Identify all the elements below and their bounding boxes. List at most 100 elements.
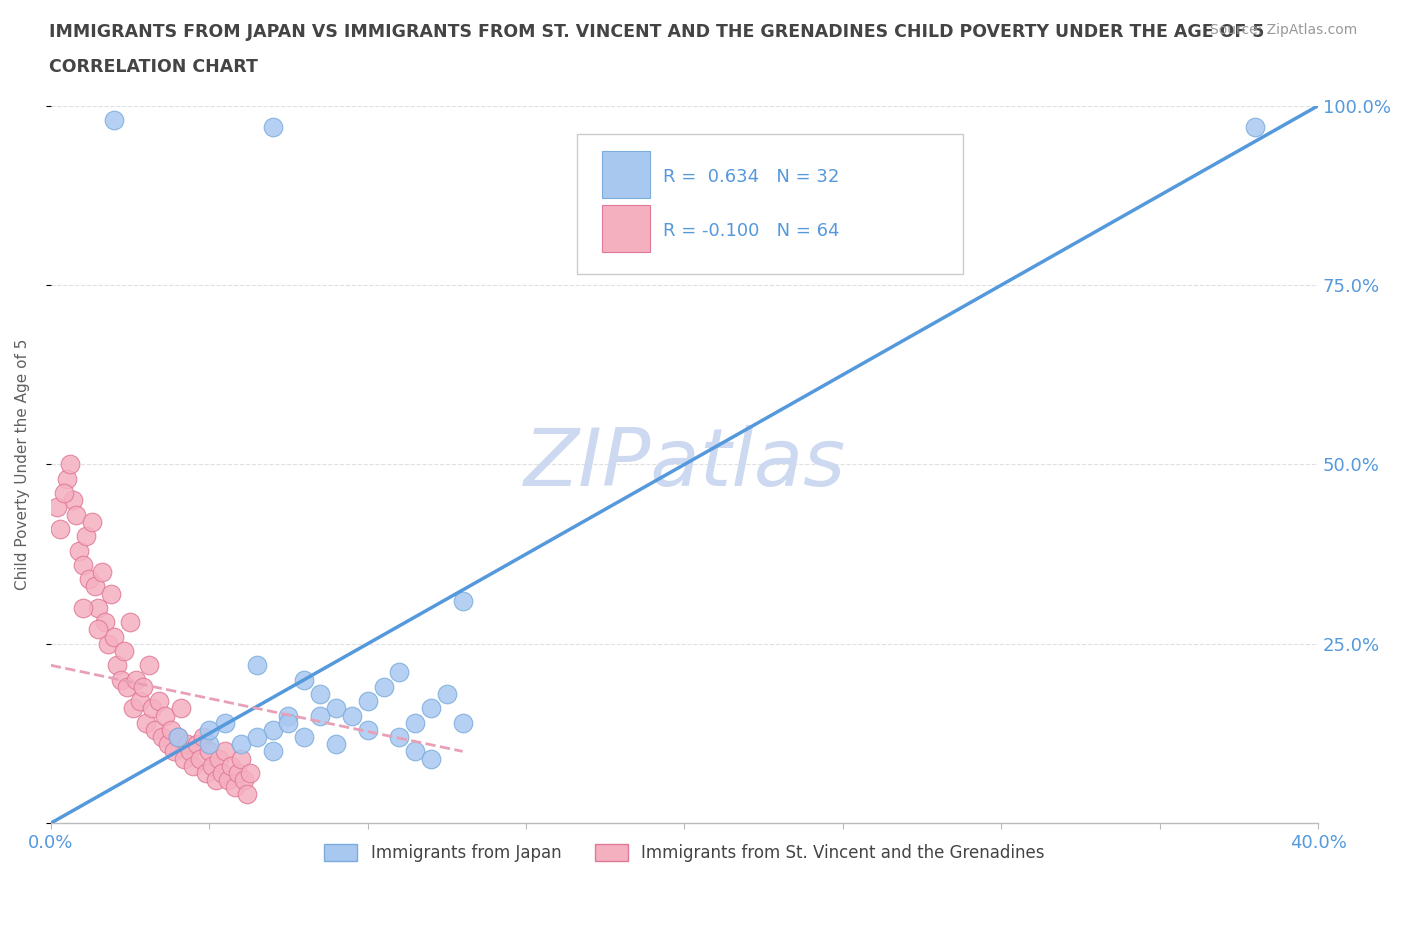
Point [46,500,69,515]
Point [49,522,72,537]
Point [229,737,252,751]
Point [87,622,110,637]
FancyBboxPatch shape [602,152,650,198]
Point [93,615,115,630]
Point [236,787,259,802]
Point [217,773,239,788]
Point [110,672,132,687]
Point [436,686,458,701]
Point [229,751,252,766]
Point [125,672,148,687]
Point [198,723,221,737]
Point [246,658,269,672]
Point [214,715,236,730]
Point [292,672,315,687]
Point [75,529,97,544]
Point [340,708,363,723]
Point [262,723,284,737]
Point [122,701,145,716]
Point [103,113,125,127]
Point [52,485,75,500]
Point [388,730,411,745]
Point [176,737,198,751]
Point [233,773,256,788]
FancyBboxPatch shape [576,135,963,274]
Point [262,120,284,135]
Point [150,730,173,745]
Point [128,694,150,709]
Point [105,658,128,672]
Point [170,701,193,716]
Point [201,758,224,773]
Point [84,579,107,594]
Point [115,680,138,695]
Point [186,737,208,751]
Point [404,744,426,759]
Point [138,658,160,672]
Point [356,723,378,737]
Point [72,601,94,616]
Point [309,708,332,723]
Point [59,457,82,472]
Point [356,694,378,709]
Point [188,751,211,766]
Legend: Immigrants from Japan, Immigrants from St. Vincent and the Grenadines: Immigrants from Japan, Immigrants from S… [318,837,1052,869]
Text: IMMIGRANTS FROM JAPAN VS IMMIGRANTS FROM ST. VINCENT AND THE GRENADINES CHILD PO: IMMIGRANTS FROM JAPAN VS IMMIGRANTS FROM… [49,23,1264,41]
Point [80,514,103,529]
FancyBboxPatch shape [602,206,650,252]
Point [163,744,186,759]
Point [62,493,84,508]
Point [103,630,125,644]
Text: R =  0.634   N = 32: R = 0.634 N = 32 [664,167,839,186]
Point [148,694,170,709]
Text: CORRELATION CHART: CORRELATION CHART [49,58,259,75]
Point [325,737,347,751]
Point [179,744,201,759]
Point [100,586,122,601]
Point [90,565,112,579]
Point [204,773,226,788]
Point [132,680,155,695]
Point [153,708,176,723]
Point [195,765,218,780]
Point [388,665,411,680]
Point [420,751,443,766]
Point [198,744,221,759]
Point [224,780,246,795]
Text: ZIPatlas: ZIPatlas [523,425,845,503]
Point [420,701,443,716]
Point [118,615,141,630]
Point [262,744,284,759]
Point [173,751,195,766]
Point [292,730,315,745]
Text: Source: ZipAtlas.com: Source: ZipAtlas.com [1209,23,1357,37]
Text: R = -0.100   N = 64: R = -0.100 N = 64 [664,221,839,240]
Point [214,744,236,759]
Point [145,723,167,737]
Point [97,636,120,651]
Point [373,680,395,695]
Point [160,723,183,737]
Point [1243,120,1265,135]
Point [325,701,347,716]
Point [208,751,231,766]
Point [191,730,214,745]
Point [141,701,163,716]
Point [166,730,188,745]
Point [157,737,180,751]
Point [183,758,205,773]
Point [211,765,233,780]
Point [277,715,299,730]
Point [67,543,90,558]
Point [112,644,135,658]
Point [77,572,100,587]
Point [166,730,188,745]
Point [87,601,110,616]
Point [451,593,474,608]
Point [135,715,157,730]
Point [198,737,221,751]
Y-axis label: Child Poverty Under the Age of 5: Child Poverty Under the Age of 5 [15,339,30,591]
Point [404,715,426,730]
Point [277,708,299,723]
Point [309,686,332,701]
